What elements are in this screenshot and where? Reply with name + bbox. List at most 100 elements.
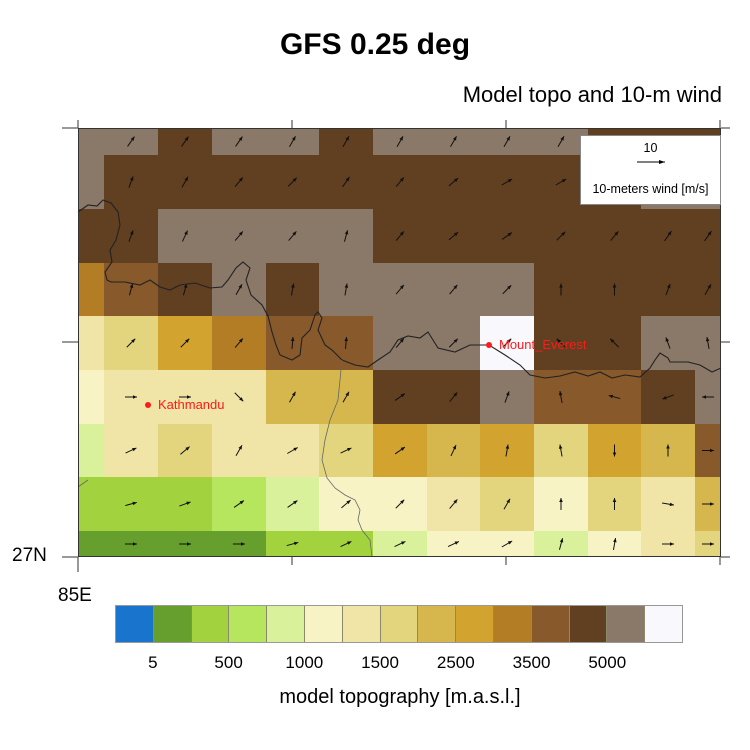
wind-arrow-icon (347, 447, 352, 452)
colorbar-swatch (493, 606, 532, 642)
wind-arrow-icon (559, 538, 564, 543)
wind-arrow-icon (293, 500, 298, 505)
wind-arrow-icon (507, 179, 513, 183)
colorbar-swatch (116, 606, 154, 642)
wind-arrow-icon (453, 284, 458, 290)
wind-arrow-icon (401, 541, 406, 545)
colorbar-tick-label: 5 (148, 653, 158, 672)
axis-ticks (62, 120, 730, 572)
nepal-china-border (77, 199, 722, 379)
wind-arrow-icon (238, 136, 243, 141)
wind-reference-value: 10 (643, 141, 658, 155)
wind-arrow-icon (666, 444, 670, 449)
wind-arrow-icon (559, 498, 563, 502)
wind-arrow-icon (187, 395, 191, 399)
wind-arrow-icon (238, 445, 242, 450)
wind-arrow-icon (186, 501, 191, 506)
colorbar-swatch (153, 606, 192, 642)
nepal-india-border (77, 359, 373, 558)
wind-arrow-icon (558, 444, 563, 449)
wind-arrow-icon (705, 337, 710, 342)
colorbar-swatch (456, 606, 494, 642)
grid-cell (78, 128, 104, 155)
wind-arrow-icon (710, 542, 714, 546)
colorbar-swatch (191, 606, 230, 642)
wind-arrow-icon (561, 231, 566, 236)
wind-arrow-icon (238, 338, 243, 343)
wind-vectors (125, 136, 714, 550)
wind-arrow-icon (399, 338, 404, 343)
wind-arrow-icon (293, 447, 298, 452)
wind-arrow-icon (241, 542, 245, 546)
everest-marker (486, 342, 492, 348)
wind-arrow-icon (506, 136, 510, 141)
wind-arrow-icon (238, 177, 243, 182)
wind-arrow-icon (666, 283, 671, 289)
wind-arrow-icon (400, 447, 405, 451)
wind-arrow-icon (665, 337, 670, 342)
wind-arrow-icon (612, 283, 617, 288)
y-tick-label: 27N (12, 545, 47, 566)
wind-arrow-icon (345, 391, 349, 397)
colorbar-tick-label: 500 (214, 653, 243, 672)
wind-arrow-icon (556, 338, 561, 343)
wind-arrow-icon (399, 136, 403, 141)
wind-arrow-icon (292, 231, 297, 236)
grid-cell (78, 209, 104, 263)
wind-arrow-icon (452, 445, 457, 450)
wind-arrow-icon (505, 391, 510, 396)
wind-arrow-icon (292, 177, 297, 182)
wind-arrow-icon (453, 499, 458, 504)
wind-arrow-icon (453, 232, 459, 237)
wind-arrow-icon (129, 176, 134, 181)
wind-arrow-icon (707, 284, 711, 289)
wind-arrow-icon (610, 338, 615, 343)
wind-arrow-icon (346, 500, 351, 505)
wind-arrow-icon (670, 542, 674, 546)
wind-arrow-icon (507, 285, 512, 290)
wind-reference-legend: 10 10-meters wind [m/s] (580, 135, 721, 205)
wind-arrow-icon (506, 498, 510, 504)
wind-arrow-icon (291, 136, 296, 141)
wind-arrow-icon (184, 230, 188, 235)
wind-arrow-icon (344, 230, 349, 235)
everest-label: Mount_Everest (499, 337, 587, 352)
wind-arrow-icon (505, 444, 510, 449)
colorbar-swatch (304, 606, 343, 642)
wind-arrow-icon (507, 232, 512, 237)
wind-arrow-icon (344, 283, 349, 288)
wind-arrow-icon (130, 136, 135, 141)
wind-arrow-icon (291, 391, 296, 397)
wind-arrow-icon (347, 541, 352, 545)
chart-subtitle: Model topo and 10-m wind (462, 82, 722, 107)
wind-arrow-icon (185, 338, 190, 343)
wind-arrow-icon (129, 283, 134, 289)
wind-arrow-icon (183, 283, 188, 289)
colorbar-swatch (229, 606, 268, 642)
colorbar-tick-label: 1000 (285, 653, 324, 672)
wind-arrow-icon (291, 283, 295, 288)
wind-arrow-icon (454, 541, 459, 545)
wind-arrow-icon (184, 176, 188, 182)
colorbar-swatch (418, 606, 457, 642)
wind-arrow-icon (710, 502, 714, 506)
grid-cell (78, 531, 104, 557)
wind-arrow-icon (345, 177, 350, 182)
colorbar-tick-label: 5000 (588, 653, 627, 672)
wind-arrow-icon (507, 338, 512, 343)
wind-arrow-icon (344, 337, 348, 342)
wind-arrow-icon (453, 178, 459, 183)
grid-cell (78, 424, 104, 477)
wind-arrow-icon (293, 541, 299, 546)
wind-arrow-icon (702, 395, 706, 399)
colorbar-tick-label: 3500 (512, 653, 551, 672)
wind-arrow-icon (667, 231, 672, 236)
wind-arrow-icon (399, 284, 404, 290)
wind-arrow-icon (133, 542, 137, 546)
wind-arrow-icon (400, 499, 405, 504)
wind-arrow-icon (507, 541, 513, 545)
wind-arrow-icon (608, 394, 614, 399)
wind-arrow-icon (133, 395, 137, 399)
colorbar-swatch (267, 606, 305, 642)
